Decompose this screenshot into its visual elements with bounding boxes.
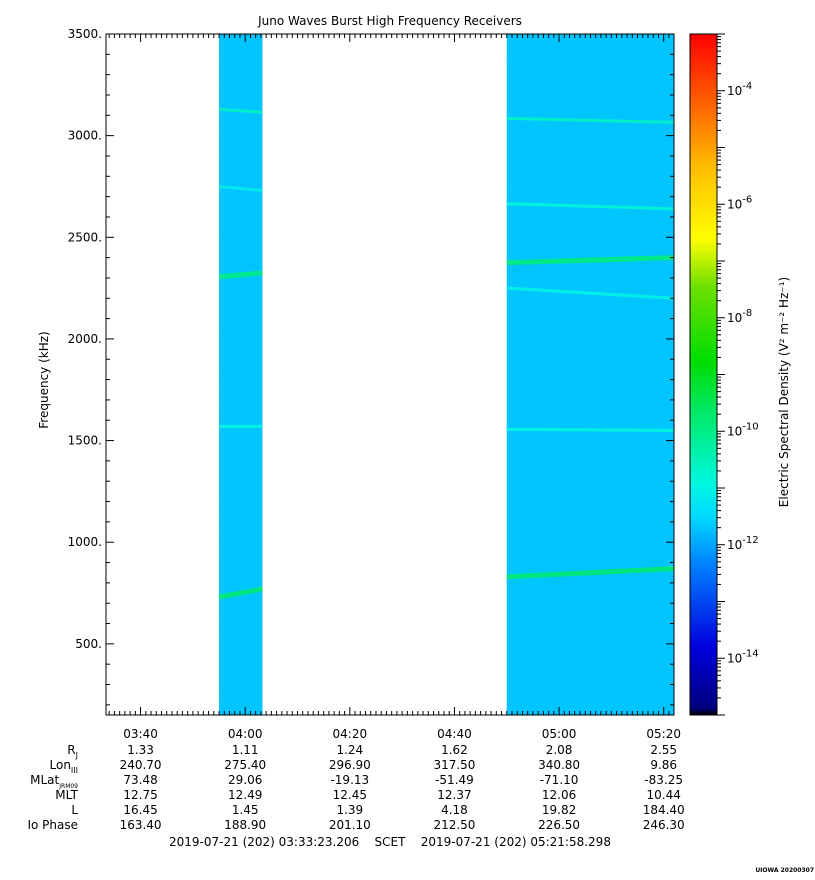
ephemeris-value: 10.44 <box>647 788 681 802</box>
colorbar-tick-label: 10-4 <box>727 81 752 98</box>
x-tick-label: 04:20 <box>333 727 368 741</box>
ephemeris-value: 73.48 <box>123 773 157 787</box>
ephemeris-value: -71.10 <box>540 773 579 787</box>
ephemeris-label: MLatJRM09 <box>30 773 78 790</box>
ephemeris-value: 226.50 <box>538 818 580 832</box>
ephemeris-value: 201.10 <box>329 818 371 832</box>
interval-noise <box>219 34 263 715</box>
colorbar-axis: 10-14 10-12 10-10 10-8 10-6 10-4 <box>717 33 759 716</box>
ephemeris-value: 29.06 <box>228 773 262 787</box>
colorbar-tick-label: 10-8 <box>727 308 752 325</box>
ephemeris-value: 1.62 <box>441 743 468 757</box>
y-tick-label: 1500. <box>68 434 102 448</box>
y-tick-label: 2500. <box>68 230 102 244</box>
y-axis-label: Frequency (kHz) <box>37 331 51 428</box>
emission-line <box>506 116 674 124</box>
emission-line <box>506 202 674 211</box>
ephemeris-value: 2.55 <box>650 743 677 757</box>
colorbar <box>689 33 718 716</box>
emission-line <box>506 566 674 580</box>
x-tick-label: 04:00 <box>228 727 263 741</box>
ephemeris-value: 12.49 <box>228 788 262 802</box>
ephemeris-value: 19.82 <box>542 803 576 817</box>
ephemeris-value: 1.24 <box>336 743 363 757</box>
ephemeris-value: 1.39 <box>336 803 363 817</box>
colorbar-label: Electric Spectral Density (V² m⁻² Hz⁻¹) <box>777 277 791 507</box>
colorbar-tick-label: 10-6 <box>727 194 752 211</box>
ephemeris-value: -51.49 <box>435 773 474 787</box>
x-tick-label: 03:40 <box>123 727 158 741</box>
ephemeris-label: MLT <box>55 788 78 802</box>
emission-line <box>218 184 263 193</box>
footer-mark: UIOWA 20200307 <box>755 867 814 874</box>
emission-line <box>218 586 263 600</box>
plot-area <box>218 34 674 715</box>
y-tick-label: 3500. <box>68 27 102 41</box>
x-tick-label: 05:00 <box>542 727 577 741</box>
plot-frame <box>105 33 675 716</box>
ephemeris-value: 275.40 <box>224 758 266 772</box>
ephemeris-label: RJ <box>67 743 78 760</box>
ephemeris-value: 16.45 <box>123 803 157 817</box>
y-axis: 500. 1000. 1500. 2000. 2500. 3000. 3500. <box>68 27 674 706</box>
interval-noise <box>506 34 674 715</box>
ephemeris-value: 1.11 <box>232 743 259 757</box>
emission-line <box>506 427 674 432</box>
time-range: 2019-07-21 (202) 03:33:23.206 SCET 2019-… <box>169 835 611 849</box>
ephemeris-label: LonIII <box>50 758 79 775</box>
chart-title: Juno Waves Burst High Frequency Receiver… <box>257 14 522 28</box>
x-axis: 03:40 04:00 04:20 04:40 05:00 05:20 <box>108 34 681 741</box>
ephemeris-value: -83.25 <box>644 773 683 787</box>
ephemeris-value: 240.70 <box>120 758 162 772</box>
emission-line <box>506 255 674 266</box>
emission-line <box>218 107 263 114</box>
y-tick-label: 500. <box>75 637 102 651</box>
ephemeris-value: 246.30 <box>643 818 685 832</box>
ephemeris-value: -19.13 <box>330 773 369 787</box>
colorbar-tick-label: 10-14 <box>727 648 759 665</box>
ephemeris-value: 163.40 <box>120 818 162 832</box>
ephemeris-value: 184.40 <box>643 803 685 817</box>
ephemeris-label: L <box>71 803 78 817</box>
ephemeris-table: RJ 1.33 1.11 1.24 1.62 2.08 2.55 LonIII 240.70 27… <box>27 743 684 832</box>
colorbar-tick-label: 10-12 <box>727 535 759 552</box>
ephemeris-value: 9.86 <box>650 758 677 772</box>
colorbar-tick-label: 10-10 <box>727 421 759 438</box>
ephemeris-value: 296.90 <box>329 758 371 772</box>
ephemeris-value: 1.33 <box>127 743 154 757</box>
ephemeris-value: 12.45 <box>333 788 367 802</box>
ephemeris-value: 1.45 <box>232 803 259 817</box>
ephemeris-label: Io Phase <box>27 818 78 832</box>
ephemeris-value: 188.90 <box>224 818 266 832</box>
emission-line <box>218 270 263 280</box>
x-tick-label: 05:20 <box>646 727 681 741</box>
ephemeris-value: 317.50 <box>433 758 475 772</box>
ephemeris-value: 340.80 <box>538 758 580 772</box>
ephemeris-value: 12.37 <box>437 788 471 802</box>
emission-line <box>506 286 674 300</box>
ephemeris-value: 12.06 <box>542 788 576 802</box>
y-tick-label: 1000. <box>68 535 102 549</box>
ephemeris-value: 4.18 <box>441 803 468 817</box>
x-tick-label: 04:40 <box>437 727 472 741</box>
ephemeris-value: 12.75 <box>123 788 157 802</box>
ephemeris-value: 212.50 <box>433 818 475 832</box>
y-tick-label: 2000. <box>68 332 102 346</box>
ephemeris-value: 2.08 <box>546 743 573 757</box>
y-tick-label: 3000. <box>68 129 102 143</box>
